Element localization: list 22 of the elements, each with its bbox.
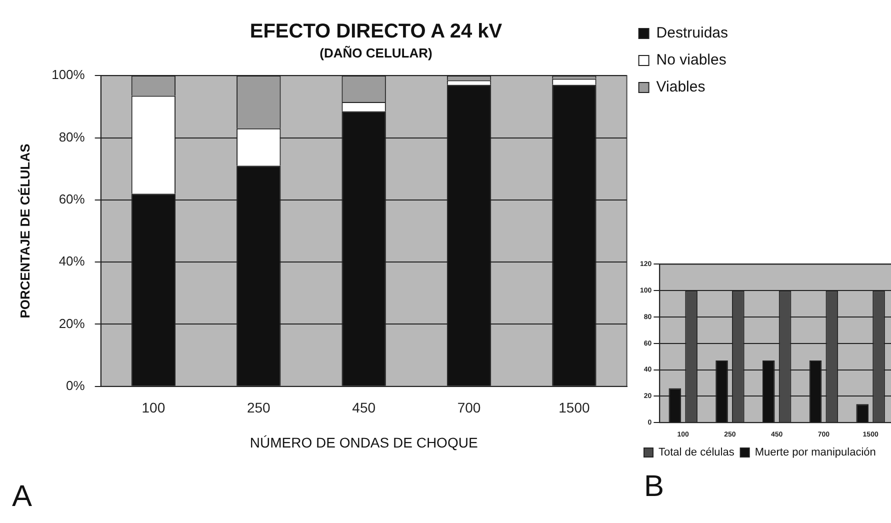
legend-label: Muerte por manipulación bbox=[754, 446, 876, 459]
legend-label: Destruidas bbox=[656, 24, 728, 42]
text: A bbox=[12, 480, 32, 514]
legend-label: Viables bbox=[656, 78, 706, 96]
y-tick-label: 100% bbox=[52, 67, 86, 82]
y-tick-label: 40% bbox=[58, 254, 86, 269]
legend-label: No viables bbox=[656, 52, 726, 69]
x-tick-label: 700 bbox=[457, 400, 481, 416]
x-tick-label: 1500 bbox=[558, 400, 590, 416]
legend-label: Total de células bbox=[658, 446, 735, 459]
y-tick-label: 0% bbox=[66, 378, 86, 393]
text: B bbox=[644, 470, 664, 504]
x-axis-title: NÚMERO DE ONDAS DE CHOQUE bbox=[250, 434, 478, 450]
y-tick-label: 20% bbox=[58, 316, 86, 331]
y-tick-label: 60% bbox=[58, 192, 86, 206]
y-axis-title: PORCENTAJE DE CÉLULAS bbox=[17, 143, 32, 318]
x-tick-label: 100 bbox=[142, 400, 166, 416]
y-tick-label: 80% bbox=[58, 129, 86, 144]
chart-title: EFECTO DIRECTO A 24 kV bbox=[250, 20, 503, 43]
x-tick-label: 450 bbox=[352, 400, 376, 416]
x-tick-label: 250 bbox=[246, 400, 271, 416]
chart-subtitle: (DAÑO CELULAR) bbox=[320, 45, 432, 60]
